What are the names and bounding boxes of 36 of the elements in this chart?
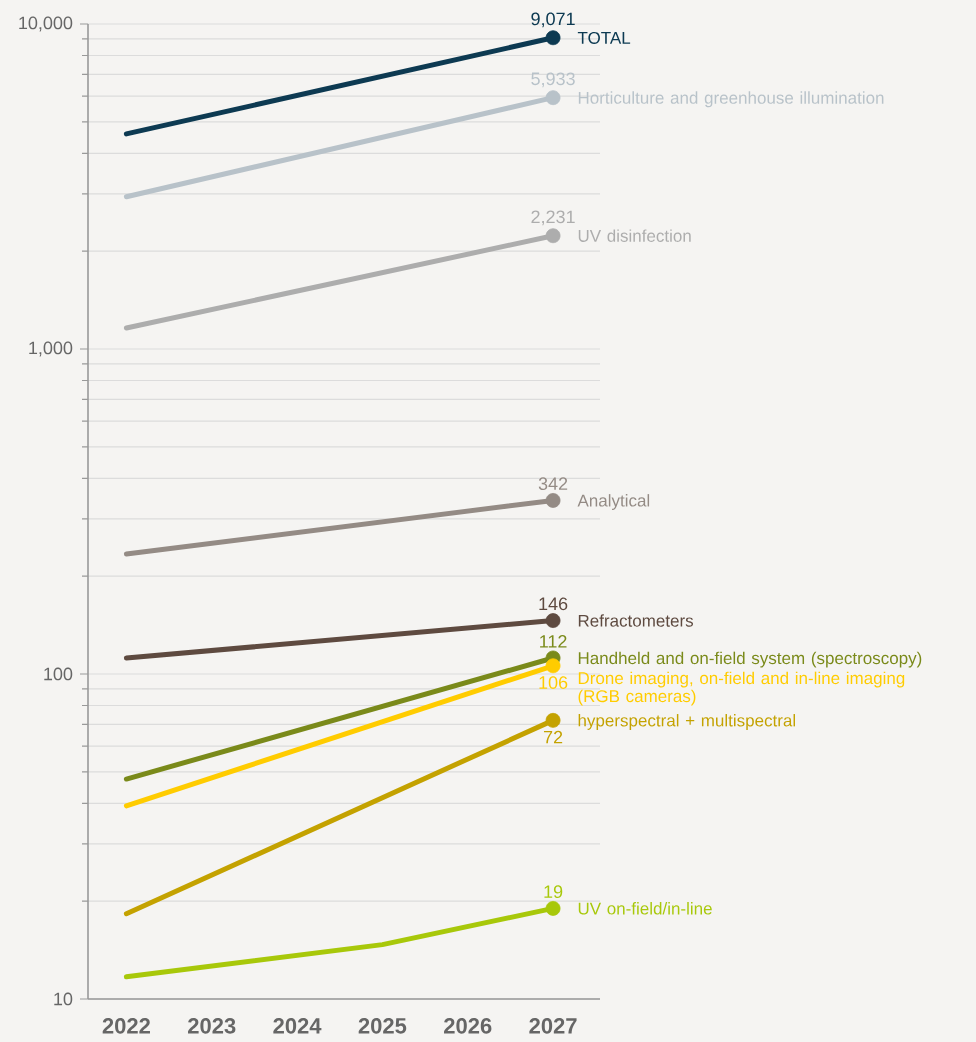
point xyxy=(545,30,561,46)
point xyxy=(545,613,561,628)
series-label: Horticulture and greenhouse illumination xyxy=(578,91,884,108)
series-label: Handheld and on-field system (spectroscopy) xyxy=(578,651,922,668)
x-tick-label: 2022 xyxy=(102,1018,150,1034)
y-tick-label: 10,000 xyxy=(19,16,73,32)
point xyxy=(545,658,561,674)
x-tick-label: 2027 xyxy=(529,1018,577,1034)
point xyxy=(545,712,561,728)
series-label: TOTAL xyxy=(577,31,631,44)
x-tick-label: 2025 xyxy=(358,1018,407,1034)
y-tick-label: 10 xyxy=(54,992,73,1006)
data-label: 112 xyxy=(540,635,567,648)
series-label: Analytical xyxy=(577,494,650,510)
point xyxy=(545,228,561,244)
data-label: 146 xyxy=(539,597,568,611)
data-label: 9,071 xyxy=(531,12,575,28)
y-tick-label: 1,000 xyxy=(29,341,73,357)
series-label: Drone imaging, on-field and in-line imaging (RGB cameras) xyxy=(578,671,905,706)
x-tick-label: 2023 xyxy=(188,1018,236,1034)
series-label: UV on-field/in-line xyxy=(578,902,712,915)
point xyxy=(545,901,561,916)
x-tick-label: 2024 xyxy=(273,1018,322,1034)
data-label: 2,231 xyxy=(531,210,575,226)
data-label: 342 xyxy=(538,477,568,491)
series-label: UV disinfection xyxy=(578,229,691,242)
y-tick-label: 100 xyxy=(44,667,73,681)
data-label: 106 xyxy=(539,676,568,689)
series-label: hyperspectral + multispectral xyxy=(578,714,796,730)
data-label: 72 xyxy=(543,730,563,744)
series-label: Refractometers xyxy=(578,614,694,627)
point xyxy=(545,493,561,508)
x-tick-label: 2026 xyxy=(444,1018,492,1034)
data-label: 19 xyxy=(544,885,563,899)
data-label: 5,933 xyxy=(531,72,575,88)
point xyxy=(545,90,561,106)
